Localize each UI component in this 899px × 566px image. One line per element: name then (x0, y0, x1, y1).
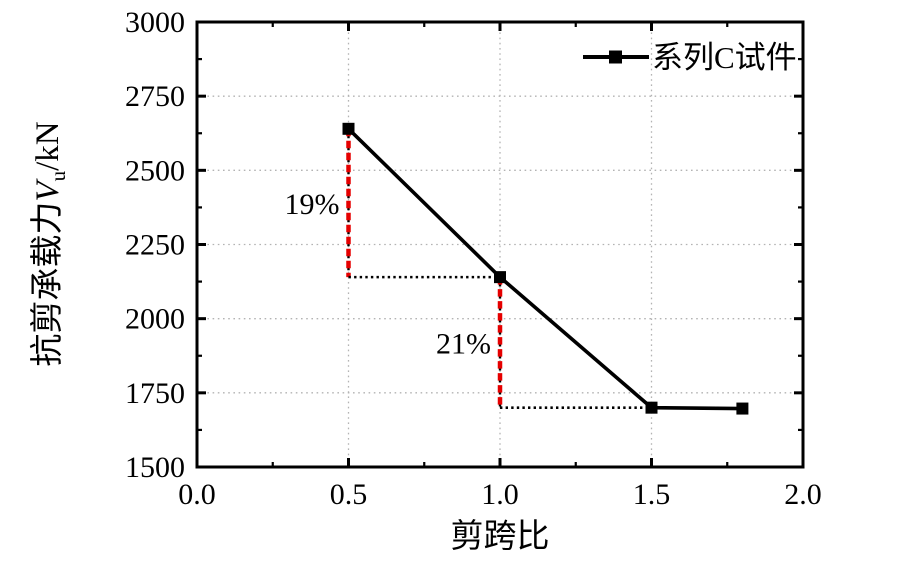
y-axis-title-prefix: 抗剪承载力 (29, 202, 66, 367)
y-tick-label: 2250 (125, 229, 185, 262)
y-tick-label: 2500 (125, 154, 185, 187)
y-tick-label: 3000 (125, 6, 185, 39)
series-layer (342, 122, 749, 415)
percent-drop-label: 19% (285, 188, 340, 221)
x-tick-label: 1.0 (481, 478, 519, 511)
legend-marker-square (609, 50, 622, 64)
x-tick-label: 2.0 (784, 478, 822, 511)
x-tick-label: 1.5 (633, 478, 671, 511)
tick-label-layer: 0.0 0.5 1.0 1.5 2.0 1500 1750 2000 2250 2500 2750 3… (125, 6, 822, 511)
percent-drop-label: 21% (436, 327, 491, 360)
legend-label: 系列C试件 (652, 40, 797, 75)
x-tick-label: 0.5 (330, 478, 368, 511)
y-tick-label: 2000 (125, 303, 185, 336)
y-tick-label: 2750 (125, 80, 185, 113)
legend: 系列C试件 (583, 40, 797, 75)
y-tick-label: 1750 (125, 377, 185, 410)
data-point-marker (645, 401, 658, 414)
y-axis-title-sub: u (46, 170, 70, 181)
y-axis-title-suffix: /kN (30, 121, 66, 171)
data-point-marker (736, 402, 749, 415)
plot-frame (195, 20, 805, 469)
series-line (347, 127, 743, 411)
y-axis-title-var: V (30, 178, 66, 202)
y-axis-title: 抗剪承载力Vu/kN (29, 121, 70, 366)
x-tick-label: 0.0 (178, 478, 216, 511)
annotation-layer: 19% 21% (285, 128, 652, 409)
y-tick-label: 1500 (125, 451, 185, 484)
x-axis-title: 剪跨比 (451, 518, 550, 555)
data-point-marker (342, 122, 355, 135)
data-point-marker (494, 271, 506, 284)
